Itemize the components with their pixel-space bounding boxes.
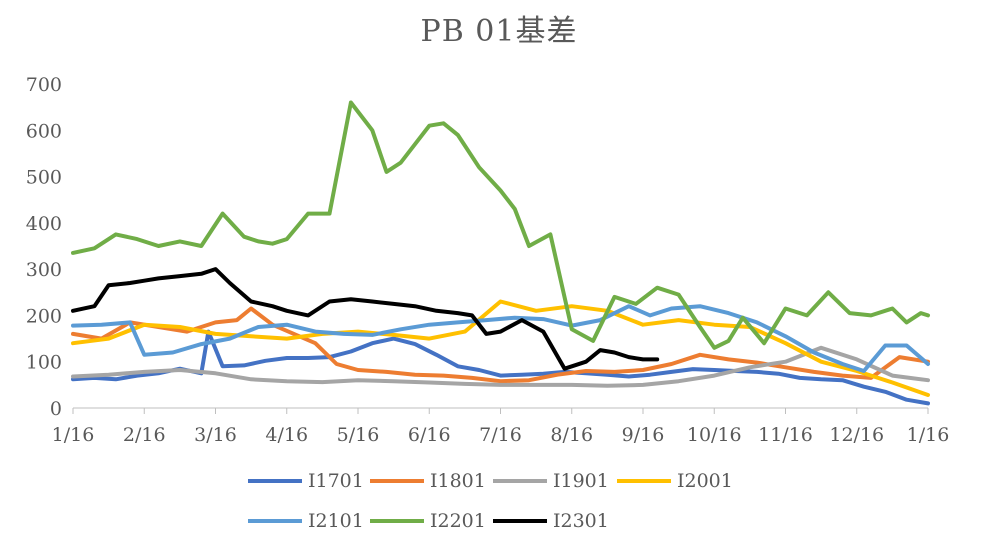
- legend-label: I1701: [308, 470, 364, 492]
- legend-swatch: [617, 479, 671, 483]
- x-tick-label: 11/16: [758, 424, 813, 446]
- series-line-i2301: [71, 267, 660, 371]
- legend-item-i2201: I2201: [370, 510, 486, 532]
- x-tick-label: 1/16: [907, 424, 950, 446]
- legend-swatch: [493, 479, 547, 483]
- legend-swatch: [248, 479, 302, 483]
- legend-label: I1801: [430, 470, 486, 492]
- x-tick-label: 7/16: [479, 424, 522, 446]
- y-tick-label: 0: [50, 398, 62, 420]
- legend-item-i1901: I1901: [493, 470, 609, 492]
- y-axis: 0 100 200 300 400 500 600 700: [26, 74, 62, 420]
- series-line-i1901: [71, 345, 930, 388]
- legend-item-i2301: I2301: [493, 510, 609, 532]
- series-line-i1801: [71, 306, 930, 384]
- legend-swatch: [493, 519, 547, 523]
- legend-label: I1901: [553, 470, 609, 492]
- x-tick-label: 8/16: [550, 424, 593, 446]
- y-tick-label: 200: [26, 305, 62, 327]
- legend-item-i1801: I1801: [370, 470, 486, 492]
- x-tick-label: 3/16: [194, 424, 237, 446]
- series-layer: [71, 100, 930, 406]
- series-line-i2201: [71, 100, 930, 350]
- y-tick-label: 700: [26, 74, 62, 96]
- legend-label: I2201: [430, 510, 486, 532]
- y-tick-label: 400: [26, 213, 62, 235]
- legend-label: I2101: [308, 510, 364, 532]
- series-line-i2101: [71, 304, 930, 373]
- chart-title: PB 01基差: [420, 14, 578, 49]
- x-tick-label: 5/16: [337, 424, 380, 446]
- y-tick-label: 500: [26, 167, 62, 189]
- plot-area: 0 100 200 300 400 500 600 700 1/16 2/16 3/16 4/16 5…: [26, 74, 950, 446]
- x-tick-label: 1/16: [52, 424, 95, 446]
- x-tick-label: 10/16: [687, 424, 742, 446]
- y-tick-label: 600: [26, 120, 62, 142]
- legend-swatch: [370, 479, 424, 483]
- legend-item-i2101: I2101: [248, 510, 364, 532]
- series-line-i1701: [71, 329, 930, 406]
- series-line-i2001: [71, 299, 930, 397]
- y-tick-label: 300: [26, 259, 62, 281]
- x-axis: 1/16 2/16 3/16 4/16 5/16 6/16 7/16 8/16 9/16 10/1…: [52, 407, 950, 446]
- legend-swatch: [248, 519, 302, 523]
- x-tick-label: 4/16: [265, 424, 308, 446]
- legend-label: I2001: [677, 470, 733, 492]
- x-tick-label: 2/16: [123, 424, 166, 446]
- x-tick-label: 9/16: [622, 424, 665, 446]
- legend-label: I2301: [553, 510, 609, 532]
- legend-item-i1701: I1701: [248, 470, 364, 492]
- x-tick-label: 12/16: [829, 424, 884, 446]
- legend-swatch: [370, 519, 424, 523]
- x-tick-label: 6/16: [408, 424, 451, 446]
- legend-item-i2001: I2001: [617, 470, 733, 492]
- y-tick-label: 100: [26, 352, 62, 374]
